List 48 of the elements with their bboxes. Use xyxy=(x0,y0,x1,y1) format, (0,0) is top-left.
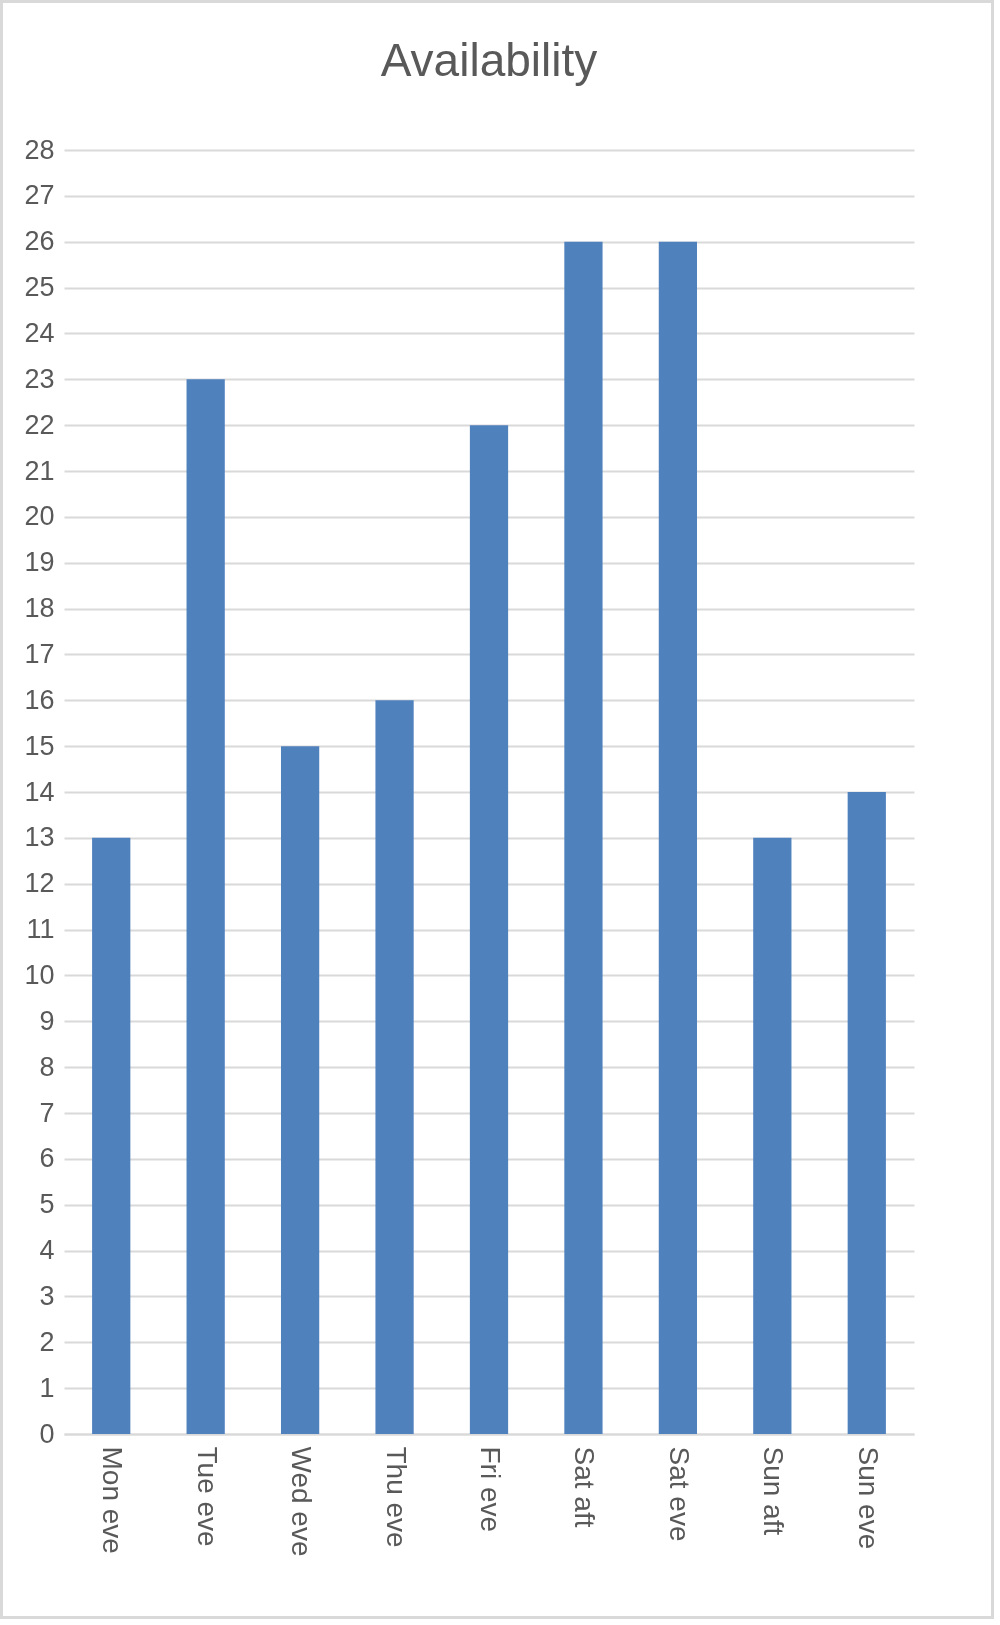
y-tick-label: 2 xyxy=(39,1326,55,1357)
y-tick-label: 0 xyxy=(39,1418,55,1449)
x-tick-label: Wed eve xyxy=(286,1446,318,1557)
y-tick-label: 6 xyxy=(39,1143,55,1174)
y-tick-label: 28 xyxy=(24,134,55,165)
y-tick-label: 24 xyxy=(24,317,55,348)
y-tick-label: 3 xyxy=(39,1280,55,1311)
x-tick-label: Sun aft xyxy=(758,1446,790,1536)
y-tick-label: 18 xyxy=(24,593,55,624)
y-tick-label: 20 xyxy=(24,501,55,532)
y-tick-label: 4 xyxy=(39,1235,55,1266)
y-tick-label: 13 xyxy=(24,822,55,853)
y-tick-label: 15 xyxy=(24,730,55,761)
x-tick-label: Sun eve xyxy=(852,1446,884,1550)
x-tick-label: Mon eve xyxy=(97,1446,129,1554)
y-tick-label: 5 xyxy=(39,1189,55,1220)
y-tick-label: 7 xyxy=(39,1097,55,1128)
x-tick-label: Sat aft xyxy=(569,1446,601,1528)
y-tick-label: 26 xyxy=(24,226,55,257)
y-tick-label: 9 xyxy=(39,1005,55,1036)
x-tick-label: Thu eve xyxy=(380,1446,412,1548)
x-tick-label: Tue eve xyxy=(191,1446,223,1547)
y-tick-label: 25 xyxy=(24,272,55,303)
x-tick-label: Fri eve xyxy=(475,1446,506,1533)
bar xyxy=(564,241,603,1434)
bar xyxy=(469,425,509,1434)
y-tick-label: 17 xyxy=(24,638,55,669)
y-tick-label: 1 xyxy=(39,1372,55,1403)
chart-title: Availability xyxy=(380,34,598,86)
bar xyxy=(280,746,320,1434)
y-tick-label: 23 xyxy=(24,363,55,394)
y-tick-label: 14 xyxy=(24,776,55,807)
y-tick-label: 21 xyxy=(24,455,55,486)
bar xyxy=(847,792,886,1434)
x-tick-label: Sat eve xyxy=(663,1446,695,1542)
bar xyxy=(92,837,131,1434)
y-tick-label: 16 xyxy=(24,684,55,715)
y-tick-label: 11 xyxy=(26,914,55,945)
y-tick-label: 8 xyxy=(39,1051,55,1082)
bar xyxy=(753,837,792,1434)
bar xyxy=(375,700,414,1434)
y-tick-label: 19 xyxy=(24,547,55,578)
bar xyxy=(658,241,698,1434)
y-tick-label: 22 xyxy=(24,409,55,440)
bar xyxy=(186,379,225,1434)
y-tick-label: 10 xyxy=(24,959,55,990)
y-tick-label: 27 xyxy=(24,180,55,211)
y-tick-label: 12 xyxy=(24,868,55,899)
